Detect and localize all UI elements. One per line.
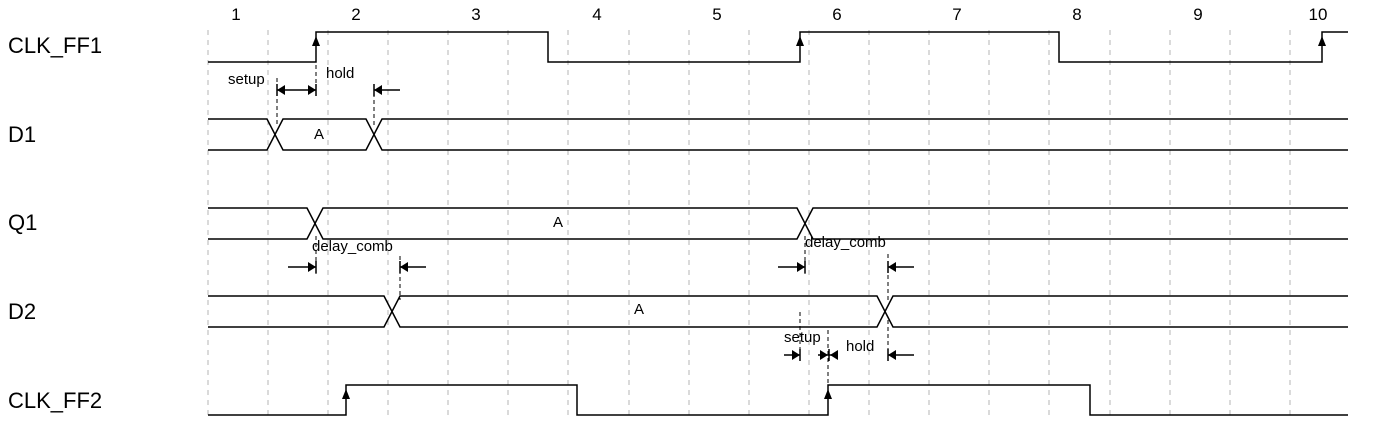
signal-label-d2: D2 [8,299,37,324]
setup-arrow-head [820,350,828,360]
column-label-4: 4 [592,5,602,24]
delay-arrow-head [400,262,408,272]
delay-comb-label-1: delay_comb [312,238,393,255]
d2-value: A [634,301,645,318]
setup-label-2: setup [784,329,821,346]
column-label-3: 3 [471,5,481,24]
clk-ff1-wave [208,31,1348,63]
hold-arrow-head [888,350,896,360]
signal-label-q1: Q1 [8,210,38,235]
setup-arrow-head [277,85,285,95]
d2-wave-lower [208,309,1348,328]
markers [276,36,1326,399]
d1-value: A [314,126,325,143]
setup-arrow-head [792,350,800,360]
d2-wave-upper [208,295,1348,314]
delay-comb-label-2: delay_comb [805,234,886,251]
hold-arrow-head [374,85,382,95]
column-label-9: 9 [1193,5,1203,24]
column-label-7: 7 [952,5,962,24]
clk-ff2-edge-arrow [824,389,832,399]
d1-wave-upper [208,118,1348,137]
waveforms [208,31,1348,416]
delay-arrow-head [888,262,896,272]
clk-ff2-wave [208,384,1348,416]
clk-ff2-edge-arrow [342,389,350,399]
setup-arrow-head [308,85,316,95]
hold-label-2: hold [846,338,875,355]
column-label-10: 10 [1308,5,1328,24]
signal-label-clk-ff2: CLK_FF2 [8,388,103,413]
signal-label-d1: D1 [8,122,37,147]
grid-lines [207,30,1291,420]
column-label-2: 2 [351,5,361,24]
delay-arrow-head [797,262,805,272]
delay-arrow-head [308,262,316,272]
q1-wave-upper [208,207,1348,226]
clk-ff1-edge-arrow [312,36,320,46]
signal-label-clk-ff1: CLK_FF1 [8,33,103,58]
clk-ff1-edge-arrow [1318,36,1326,46]
column-label-1: 1 [231,5,241,24]
d1-wave-lower [208,132,1348,151]
q1-wave-lower [208,221,1348,240]
column-label-5: 5 [712,5,722,24]
setup-label-1: setup [228,71,265,88]
hold-label-1: hold [326,65,355,82]
hold-arrow-head [830,350,838,360]
q1-value: A [553,214,564,231]
column-label-6: 6 [832,5,842,24]
column-label-8: 8 [1072,5,1082,24]
clk-ff1-edge-arrow [796,36,804,46]
